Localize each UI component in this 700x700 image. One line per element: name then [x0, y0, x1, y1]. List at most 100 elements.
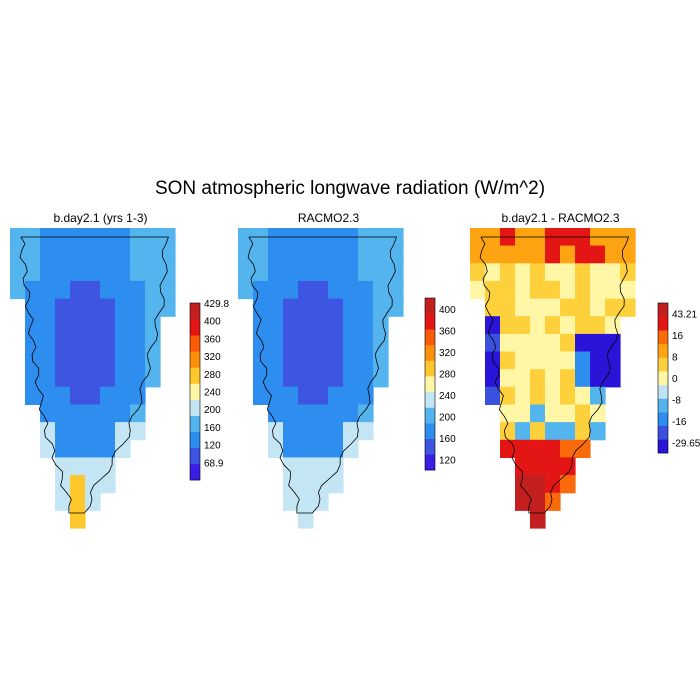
map-cell: [328, 439, 344, 458]
map-cell: [590, 245, 606, 264]
map-cell: [545, 333, 561, 353]
map-cell: [545, 475, 561, 494]
map-cell: [85, 316, 101, 335]
map-cell: [530, 369, 546, 388]
map-cell: [485, 280, 501, 300]
map-cell: [25, 333, 41, 353]
map-cell: [343, 280, 359, 300]
map-cell: [55, 333, 71, 353]
map-cell: [313, 369, 329, 388]
map-cell: [358, 369, 374, 388]
map-cell: [343, 386, 359, 405]
map-cell: [313, 351, 329, 370]
map-cell: [485, 386, 501, 405]
map-cell: [268, 280, 284, 300]
map-cell: [545, 422, 561, 441]
map-cell: [560, 351, 576, 370]
map-cell: [328, 316, 344, 335]
colorbar-frame: [189, 302, 201, 481]
colorbar-swatch: [190, 335, 200, 352]
map-cell: [358, 422, 374, 441]
colorbar-swatch: [425, 344, 435, 361]
map-cell: [313, 404, 329, 423]
map-cell: [590, 316, 606, 335]
colorbar-swatch: [658, 343, 668, 358]
map-cell: [40, 369, 56, 388]
map-cell: [328, 263, 344, 282]
map-cell: [313, 439, 329, 458]
map-cell: [115, 351, 131, 370]
map-cell: [605, 280, 621, 300]
map-cell: [55, 316, 71, 335]
map-cell: [313, 298, 329, 317]
map-cell: [253, 386, 269, 405]
map-cell: [298, 333, 314, 353]
map-cell: [575, 422, 591, 441]
colorbar-label: 8: [672, 353, 678, 364]
map-cell: [115, 316, 131, 335]
map-cell: [40, 333, 56, 353]
map-cell: [343, 351, 359, 370]
map-cell: [40, 263, 56, 282]
map-cell: [253, 263, 269, 282]
coastline: [479, 236, 629, 514]
map-cell: [55, 439, 71, 458]
map-cell: [575, 298, 591, 317]
map-cell: [560, 263, 576, 282]
map-cell: [298, 386, 314, 405]
map-cell: [115, 333, 131, 353]
map-cell: [268, 333, 284, 353]
panel-title-1: RACMO2.3: [298, 211, 360, 225]
map-cell: [283, 245, 299, 264]
colorbar-label: 160: [439, 434, 456, 445]
map-cell: [25, 369, 41, 388]
colorbar-swatch: [190, 303, 200, 320]
map-cell: [40, 439, 56, 458]
map-cell: [545, 457, 561, 476]
map-cell: [115, 263, 131, 282]
map-cell: [373, 351, 389, 370]
map-cell: [373, 245, 389, 264]
map-cell: [70, 263, 86, 282]
map-cell: [358, 316, 374, 335]
map-cell: [545, 245, 561, 264]
colorbar-swatch: [190, 415, 200, 432]
coastline: [247, 236, 397, 514]
colorbar-swatch: [658, 439, 668, 454]
map-cell: [55, 404, 71, 423]
map-cell: [100, 457, 116, 476]
map-cell: [25, 298, 41, 317]
map-cell: [298, 369, 314, 388]
map-cell: [85, 263, 101, 282]
map-cell: [515, 439, 531, 458]
map-cell: [313, 280, 329, 300]
map-cell: [145, 369, 161, 388]
map-cell: [530, 263, 546, 282]
map-cell: [620, 280, 636, 300]
map-cell: [85, 280, 101, 300]
map-cell: [485, 316, 501, 335]
colorbar-swatch: [658, 316, 668, 331]
map-cell: [130, 404, 146, 423]
map-cell: [85, 298, 101, 317]
map-cell: [55, 369, 71, 388]
map-cell: [373, 316, 389, 335]
colorbar-label: 240: [439, 391, 456, 402]
map-cell: [85, 439, 101, 458]
map-cell: [515, 333, 531, 353]
map-cell: [145, 316, 161, 335]
map-cell: [25, 245, 41, 264]
map-cell: [605, 369, 621, 388]
map-cell: [100, 298, 116, 317]
map-cell: [283, 439, 299, 458]
map-cell: [283, 351, 299, 370]
colorbar-swatch: [658, 330, 668, 345]
map-cell: [500, 386, 516, 405]
map-cell: [500, 404, 516, 423]
map-cell: [313, 457, 329, 476]
map-cell: [115, 280, 131, 300]
map-cell: [560, 245, 576, 264]
map-cell: [485, 263, 501, 282]
